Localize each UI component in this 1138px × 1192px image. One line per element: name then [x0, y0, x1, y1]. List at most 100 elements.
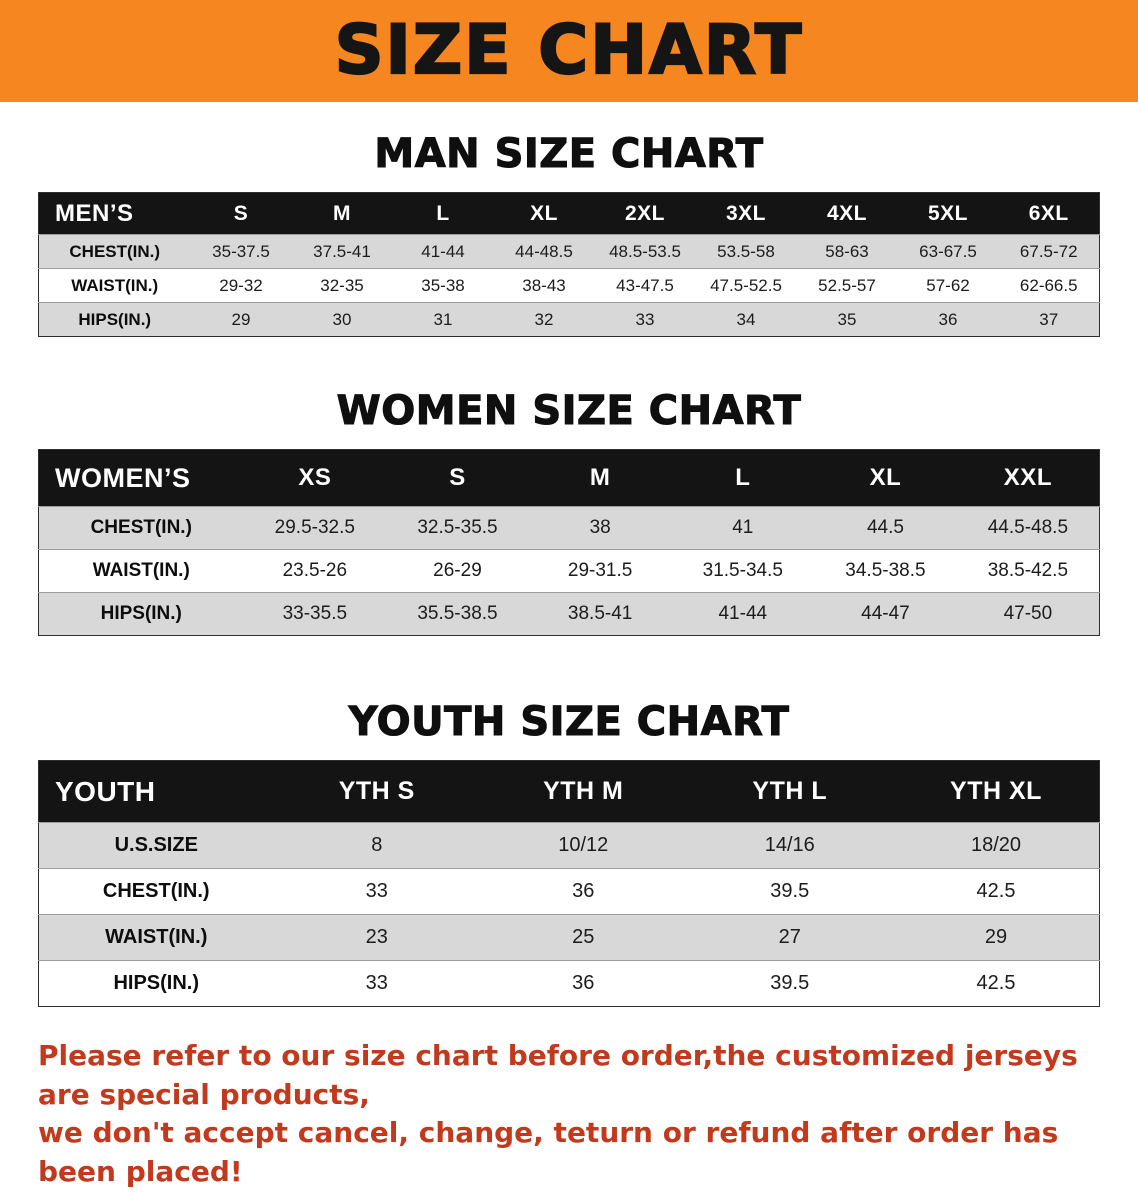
table-row: HIPS(IN.) 33 36 39.5 42.5 — [38, 960, 1100, 1007]
footer-note-line-2: we don't accept cancel, change, teturn o… — [38, 1116, 1059, 1188]
size-value: 38.5-41 — [567, 603, 633, 624]
size-value: 35-37.5 — [212, 241, 270, 261]
size-value: 63-67.5 — [919, 241, 977, 261]
size-column-header: 2XL — [594, 192, 696, 235]
size-value: 35 — [837, 309, 857, 329]
row-label-header: WOMEN’S — [38, 449, 244, 507]
size-value: 42.5 — [976, 880, 1016, 902]
table-row: CHEST(IN.) 29.5-32.5 32.5-35.5 38 41 44.5 44.5… — [38, 506, 1100, 550]
size-value: 57-62 — [926, 275, 970, 295]
size-column-header: M — [291, 192, 393, 235]
size-value: 35-38 — [421, 275, 465, 295]
size-value: 31.5-34.5 — [702, 560, 783, 581]
size-value: 38-43 — [522, 275, 566, 295]
size-value: 23 — [365, 926, 388, 948]
size-value: 37 — [1039, 309, 1059, 329]
size-value: 25 — [572, 926, 595, 948]
size-value: 47.5-52.5 — [710, 275, 782, 295]
size-column-header: YTH S — [273, 760, 480, 823]
size-value: 43-47.5 — [616, 275, 674, 295]
size-column-header: YTH XL — [893, 760, 1100, 823]
size-value: 39.5 — [770, 880, 810, 902]
table-row: HIPS(IN.) 29 30 31 32 33 34 35 36 37 — [38, 302, 1100, 337]
row-label: WAIST(IN.) — [71, 275, 159, 295]
table-row: CHEST(IN.) 33 36 39.5 42.5 — [38, 868, 1100, 915]
row-label: WAIST(IN.) — [92, 560, 190, 581]
size-value: 33 — [365, 880, 388, 902]
size-value: 44-47 — [861, 603, 910, 624]
table-row: WAIST(IN.) 29-32 32-35 35-38 38-43 43-47.5 47.… — [38, 268, 1100, 303]
size-value: 44.5-48.5 — [987, 517, 1069, 538]
size-value: 32.5-35.5 — [417, 517, 498, 538]
size-value: 38.5-42.5 — [987, 560, 1069, 581]
size-column-header: XL — [814, 449, 957, 507]
table-header-row: YOUTH YTH S YTH M YTH L YTH XL — [38, 760, 1100, 823]
size-value: 34 — [736, 309, 756, 329]
size-column-header: XXL — [956, 449, 1100, 507]
size-value: 10/12 — [558, 834, 609, 856]
size-value: 42.5 — [976, 972, 1016, 994]
row-label-header: MEN’S — [38, 192, 191, 235]
footer-note-line-1: Please refer to our size chart before or… — [38, 1039, 1078, 1111]
row-label: WAIST(IN.) — [105, 926, 208, 948]
table-row: WAIST(IN.) 23.5-26 26-29 29-31.5 31.5-34.5 34… — [38, 549, 1100, 593]
size-column-header: M — [528, 449, 672, 507]
table-row: U.S.SIZE 8 10/12 14/16 18/20 — [38, 822, 1100, 869]
table-header-row: WOMEN’S XS S M L XL XXL — [38, 449, 1100, 507]
row-label: HIPS(IN.) — [113, 972, 200, 994]
size-value: 35.5-38.5 — [417, 603, 498, 624]
size-column-header: YTH M — [480, 760, 687, 823]
size-column-header: XL — [493, 192, 595, 235]
size-column-header: XS — [243, 449, 387, 507]
size-value: 32 — [534, 309, 554, 329]
size-value: 31 — [433, 309, 453, 329]
size-value: 62-66.5 — [1019, 275, 1078, 295]
size-value: 29 — [984, 926, 1008, 948]
size-value: 52.5-57 — [818, 275, 876, 295]
row-label: CHEST(IN.) — [102, 880, 210, 902]
size-column-header: S — [386, 449, 529, 507]
women-size-table: WOMEN’S XS S M L XL XXL CHEST(IN.) 29.5-32.5 32.5… — [38, 449, 1100, 636]
size-value: 33 — [635, 309, 655, 329]
size-value: 18/20 — [970, 834, 1022, 856]
size-value: 44-48.5 — [515, 241, 573, 261]
women-section-heading: WOMEN SIZE CHART — [336, 388, 802, 434]
youth-size-table: YOUTH YTH S YTH M YTH L YTH XL U.S.SIZE 8 10/12… — [38, 760, 1100, 1007]
table-row: WAIST(IN.) 23 25 27 29 — [38, 914, 1100, 961]
size-value: 36 — [572, 972, 595, 994]
size-column-header: L — [671, 449, 815, 507]
men-size-table: MEN’S S M L XL 2XL 3XL 4XL 5XL 6XL CHEST(IN.) 35-37… — [38, 192, 1100, 337]
row-label: CHEST(IN.) — [90, 517, 192, 538]
size-value: 33 — [365, 972, 388, 994]
size-column-header: L — [392, 192, 494, 235]
size-value: 26-29 — [433, 560, 482, 581]
row-label: U.S.SIZE — [114, 834, 198, 856]
size-column-header: 4XL — [796, 192, 898, 235]
size-column-header: S — [190, 192, 292, 235]
size-value: 39.5 — [770, 972, 810, 994]
row-label: CHEST(IN.) — [69, 241, 161, 261]
size-value: 8 — [371, 834, 383, 856]
size-value: 32-35 — [320, 275, 364, 295]
size-column-header: 3XL — [695, 192, 797, 235]
size-value: 38 — [589, 517, 611, 538]
size-value: 29-32 — [219, 275, 263, 295]
size-column-header: YTH L — [686, 760, 893, 823]
men-section: MAN SIZE CHART MEN’S S M L XL 2XL 3XL 4XL 5XL 6XL… — [0, 131, 1138, 337]
women-section: WOMEN SIZE CHART WOMEN’S XS S M L XL XXL CHEST(… — [0, 388, 1138, 636]
row-label: HIPS(IN.) — [100, 603, 182, 624]
men-section-heading: MAN SIZE CHART — [374, 131, 764, 177]
size-value: 44.5 — [866, 517, 904, 538]
size-value: 33-35.5 — [282, 603, 348, 624]
size-value: 29.5-32.5 — [274, 517, 355, 538]
page-title: SIZE CHART — [333, 11, 804, 90]
footer-note: Please refer to our size chart before or… — [38, 1037, 1110, 1192]
size-value: 30 — [332, 309, 352, 329]
row-label-header: YOUTH — [38, 760, 274, 823]
size-value: 36 — [572, 880, 595, 902]
size-value: 36 — [938, 309, 958, 329]
size-column-header: 6XL — [998, 192, 1100, 235]
size-column-header: 5XL — [897, 192, 999, 235]
table-row: HIPS(IN.) 33-35.5 35.5-38.5 38.5-41 41-44 44-… — [38, 592, 1100, 636]
